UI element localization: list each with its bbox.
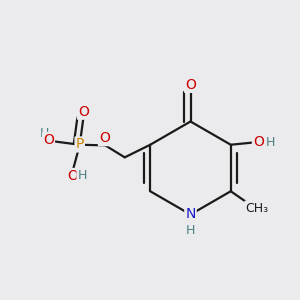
Text: O: O	[78, 105, 89, 119]
Text: N: N	[185, 208, 196, 221]
Text: H: H	[186, 224, 195, 237]
Text: H: H	[40, 127, 50, 140]
Text: O: O	[185, 78, 196, 92]
Text: O: O	[99, 131, 110, 145]
Text: O: O	[253, 135, 264, 149]
Text: CH₃: CH₃	[245, 202, 268, 214]
Text: H: H	[266, 136, 275, 149]
Text: O: O	[67, 169, 78, 183]
Text: O: O	[43, 133, 54, 147]
Text: H: H	[77, 169, 87, 182]
Text: P: P	[76, 137, 84, 152]
